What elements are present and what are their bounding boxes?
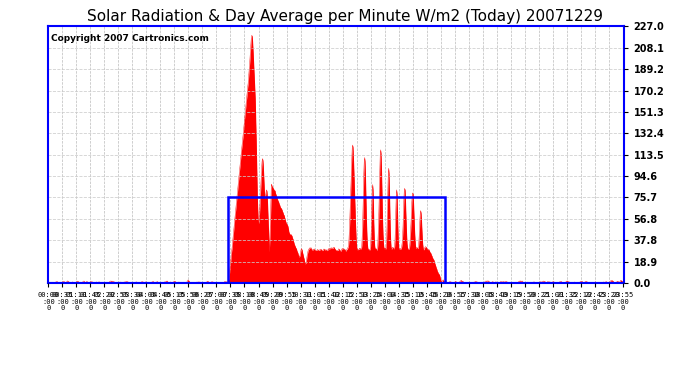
Text: Solar Radiation & Day Average per Minute W/m2 (Today) 20071229: Solar Radiation & Day Average per Minute…: [87, 9, 603, 24]
Text: Copyright 2007 Cartronics.com: Copyright 2007 Cartronics.com: [51, 34, 209, 43]
Bar: [228, 198, 444, 283]
